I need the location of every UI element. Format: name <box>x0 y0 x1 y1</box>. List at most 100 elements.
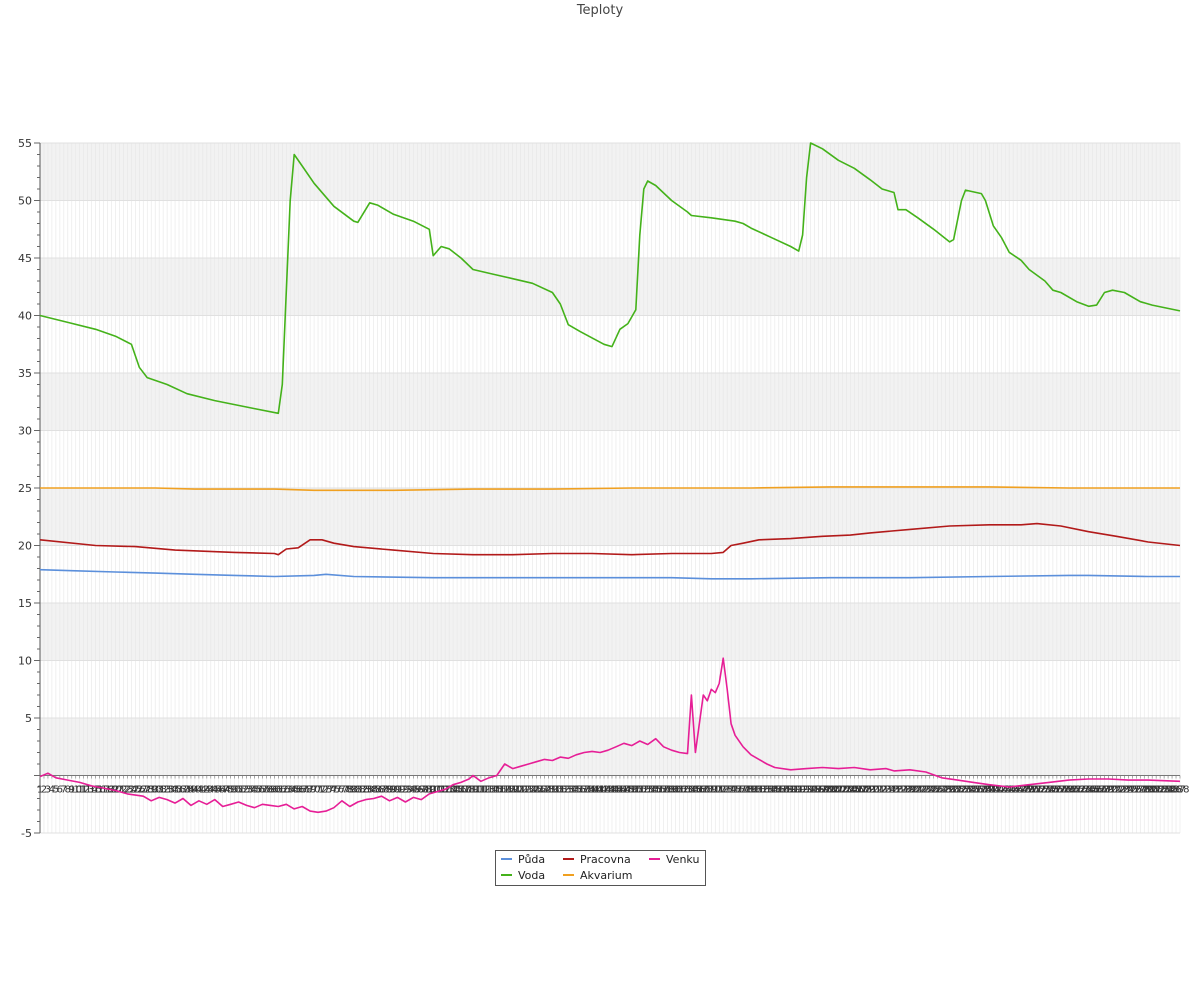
x-tick-label: 188 <box>773 785 792 796</box>
x-tick-label: 99 <box>423 785 436 796</box>
x-tick-label: 192 <box>789 785 808 796</box>
x-tick-label: 104 <box>440 785 459 796</box>
x-tick-label: 181 <box>745 785 764 796</box>
series-line-půda <box>39 568 1180 580</box>
x-tick-label: 238 <box>972 785 991 796</box>
x-tick-label: 140 <box>583 785 602 796</box>
x-tick-label: 213 <box>873 785 892 796</box>
x-tick-label: 74 <box>324 785 337 796</box>
x-tick-label: 35 <box>169 785 182 796</box>
x-tick-label: 224 <box>916 785 935 796</box>
x-tick-label: 180 <box>741 785 760 796</box>
x-tick-label: 71 <box>312 785 325 796</box>
x-tick-label: 143 <box>594 785 613 796</box>
x-tick-label: 262 <box>1067 785 1086 796</box>
x-tick-label: 77 <box>336 785 349 796</box>
x-tick-label: 259 <box>1055 785 1074 796</box>
x-tick-label: 138 <box>575 785 594 796</box>
x-tick-label: 101 <box>428 785 447 796</box>
x-tick-label: 68 <box>300 785 313 796</box>
y-tick-label: 50 <box>18 195 32 208</box>
x-tick-label: 249 <box>1016 785 1035 796</box>
y-tick-label: 5 <box>25 712 32 725</box>
x-tick-label: 269 <box>1095 785 1114 796</box>
x-tick-label: 270 <box>1099 785 1118 796</box>
x-tick-label: 285 <box>1159 785 1178 796</box>
x-tick-label: 62 <box>276 785 289 796</box>
x-tick-label: 175 <box>722 785 741 796</box>
x-tick-label: 200 <box>821 785 840 796</box>
grid-band <box>40 718 1180 776</box>
x-tick-label: 6 <box>57 785 63 796</box>
x-tick-label: 147 <box>610 785 629 796</box>
x-tick-label: 21 <box>113 785 126 796</box>
x-tick-label: 229 <box>936 785 955 796</box>
x-tick-label: 126 <box>527 785 546 796</box>
x-tick-label: 116 <box>487 785 506 796</box>
x-tick-label: 234 <box>956 785 975 796</box>
x-tick-label: 211 <box>865 785 884 796</box>
x-tick-label: 80 <box>347 785 360 796</box>
x-tick-label: 105 <box>444 785 463 796</box>
x-tick-label: 223 <box>912 785 931 796</box>
x-tick-label: 91 <box>391 785 404 796</box>
x-tick-label: 258 <box>1051 785 1070 796</box>
x-tick-label: 156 <box>646 785 665 796</box>
x-tick-label: 50 <box>228 785 241 796</box>
x-tick-label: 264 <box>1075 785 1094 796</box>
x-tick-label: 208 <box>853 785 872 796</box>
legend-swatch <box>501 874 512 876</box>
x-tick-label: 114 <box>479 785 498 796</box>
x-tick-label: 219 <box>896 785 915 796</box>
x-tick-label: 118 <box>495 785 514 796</box>
y-tick-label: 15 <box>18 597 32 610</box>
x-tick-label: 11 <box>73 785 86 796</box>
x-tick-label: 76 <box>332 785 345 796</box>
x-tick-label: 221 <box>904 785 923 796</box>
legend-label: Půda <box>518 853 546 866</box>
x-tick-label: 18 <box>101 785 114 796</box>
x-tick-label: 182 <box>749 785 768 796</box>
x-tick-label: 83 <box>359 785 372 796</box>
x-tick-label: 160 <box>662 785 681 796</box>
x-tick-label: 56 <box>252 785 265 796</box>
x-tick-label: 154 <box>638 785 657 796</box>
x-tick-label: 132 <box>551 785 570 796</box>
x-tick-label: 197 <box>809 785 828 796</box>
x-tick-label: 117 <box>491 785 510 796</box>
x-tick-label: 254 <box>1035 785 1054 796</box>
x-tick-label: 190 <box>781 785 800 796</box>
x-tick-label: 1 <box>37 785 43 796</box>
x-tick-label: 26 <box>133 785 146 796</box>
x-tick-label: 94 <box>403 785 416 796</box>
x-tick-label: 87 <box>375 785 388 796</box>
x-tick-label: 185 <box>761 785 780 796</box>
x-tick-label: 279 <box>1135 785 1154 796</box>
x-tick-label: 187 <box>769 785 788 796</box>
x-tick-label: 150 <box>622 785 641 796</box>
x-tick-label: 73 <box>320 785 333 796</box>
y-tick-label: 55 <box>18 137 32 150</box>
y-tick-label: 35 <box>18 367 32 380</box>
x-tick-label: 90 <box>387 785 400 796</box>
x-tick-label: 107 <box>451 785 470 796</box>
x-tick-label: 165 <box>682 785 701 796</box>
x-tick-label: 108 <box>455 785 474 796</box>
x-tick-label: 55 <box>248 785 261 796</box>
x-tick-label: 225 <box>920 785 939 796</box>
x-tick-label: 27 <box>137 785 150 796</box>
x-tick-label: 14 <box>85 785 98 796</box>
x-tick-label: 176 <box>726 785 745 796</box>
legend-item-akvarium: Akvarium <box>563 869 632 883</box>
series-line-venku <box>39 657 1181 814</box>
x-tick-label: 148 <box>614 785 633 796</box>
x-tick-label: 97 <box>415 785 428 796</box>
x-tick-label: 33 <box>161 785 174 796</box>
series-line-akvarium <box>40 486 1180 492</box>
x-tick-label: 241 <box>984 785 1003 796</box>
x-tick-label: 153 <box>634 785 653 796</box>
x-tick-label: 124 <box>519 785 538 796</box>
x-tick-label: 115 <box>483 785 502 796</box>
x-tick-label: 196 <box>805 785 824 796</box>
x-tick-label: 145 <box>602 785 621 796</box>
